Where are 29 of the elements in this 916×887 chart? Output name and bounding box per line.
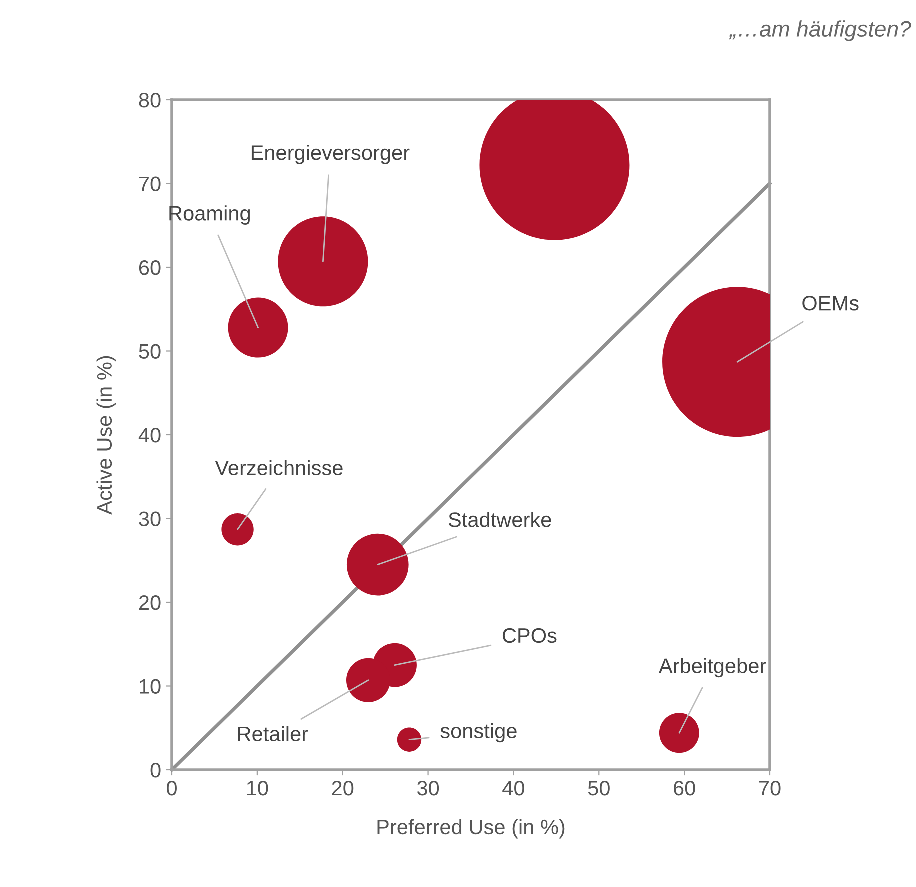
y-tick-label: 30 (139, 512, 161, 527)
y-tick-label: 70 (139, 176, 161, 192)
annotation: Verzeichnisse (215, 460, 343, 476)
annotation: Arbeitgeber (658, 658, 766, 678)
annotation: Retailer (238, 726, 308, 742)
annotation: sonstige (440, 723, 517, 743)
annotation: CPOs (502, 628, 557, 644)
annotation: Roaming (170, 206, 250, 226)
x-axis-title: Preferred Use (in %) (378, 819, 565, 839)
y-tick-label: 50 (139, 344, 161, 360)
annotation: Energieversorger (252, 144, 410, 164)
annotation: Stadtwerke (448, 512, 552, 528)
x-tick-label: 40 (502, 780, 524, 796)
y-tick-label: 60 (139, 260, 161, 276)
x-tick-label: 50 (588, 780, 610, 796)
y-tick-label: 0 (150, 763, 161, 778)
text: „…am häufigsten? (729, 20, 912, 42)
x-tick-label: 70 (759, 780, 781, 796)
x-tick-label: 20 (332, 780, 354, 796)
x-tick-label: 60 (674, 780, 696, 796)
x-tick-label: 10 (247, 780, 268, 796)
y-tick-label: 20 (139, 596, 161, 610)
x-tick-label: 30 (417, 780, 440, 796)
y-tick-label: 80 (139, 93, 161, 108)
y-tick-label: 40 (138, 428, 161, 443)
x-tick-label: 0 (167, 780, 177, 796)
annotation: OEMs (802, 296, 859, 311)
y-axis-title: Active Use (in %) (96, 356, 116, 515)
y-tick-label: 10 (140, 679, 161, 694)
